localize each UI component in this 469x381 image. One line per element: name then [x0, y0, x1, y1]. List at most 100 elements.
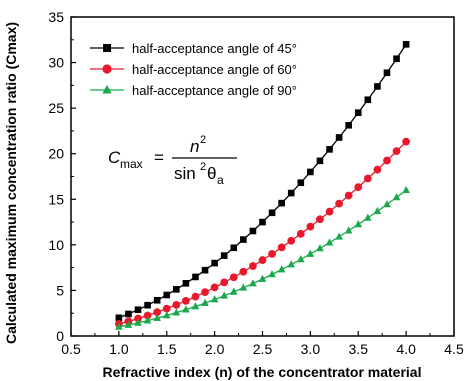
data-point [364, 213, 372, 221]
data-point [220, 252, 228, 259]
formula-numerator: n [190, 137, 199, 156]
data-point [162, 311, 171, 319]
data-point [296, 229, 305, 238]
data-point [220, 278, 229, 287]
data-point [172, 308, 181, 316]
data-point [172, 301, 181, 309]
formula-denominator: sin [174, 164, 196, 183]
data-point [354, 109, 362, 116]
data-point [345, 121, 352, 129]
data-point [220, 291, 228, 299]
data-point [402, 137, 411, 146]
legend-marker [103, 44, 111, 52]
data-point [163, 291, 171, 299]
data-point [210, 283, 219, 292]
data-point [297, 179, 305, 186]
data-point [383, 200, 391, 208]
series-3 [115, 185, 410, 330]
legend-marker [102, 64, 112, 74]
data-point [258, 256, 267, 264]
data-point [393, 55, 400, 63]
data-point [297, 255, 305, 263]
data-point [125, 310, 132, 318]
data-point [115, 314, 123, 322]
data-point [143, 311, 152, 320]
data-point [210, 295, 219, 303]
data-point [182, 280, 190, 287]
y-tick-label: 15 [48, 191, 64, 207]
data-point [134, 314, 142, 323]
data-point [268, 209, 276, 217]
series-line [118, 141, 407, 325]
formula-annotation: C max = n 2 sin 2 θ a [108, 134, 237, 187]
data-point [335, 199, 343, 208]
data-point [316, 244, 324, 252]
y-tick-label: 35 [48, 9, 64, 25]
data-point [354, 183, 363, 192]
y-tick-label: 10 [48, 237, 64, 253]
data-point [326, 146, 333, 153]
data-point [373, 206, 382, 215]
data-point [239, 283, 248, 291]
data-point [153, 296, 161, 304]
y-tick-label: 30 [48, 55, 64, 71]
legend-item: half-acceptance angle of 90° [90, 83, 297, 98]
series-layer [114, 41, 411, 330]
data-point [162, 304, 171, 313]
legend: half-acceptance angle of 45° half-accepta… [90, 41, 297, 98]
data-point [374, 83, 381, 90]
x-tick-label: 2.0 [205, 341, 225, 357]
y-tick-label: 20 [48, 146, 64, 162]
x-axis: 0.5 1.0 1.5 2.0 2.5 3.0 3.5 4.0 4.5 [61, 331, 464, 357]
data-point [344, 191, 353, 200]
series-1 [115, 41, 410, 322]
legend-label: half-acceptance angle of 60° [132, 62, 297, 77]
data-point [144, 301, 151, 309]
data-point [344, 226, 353, 234]
data-point [115, 322, 123, 330]
data-point [277, 243, 286, 252]
data-point [249, 262, 257, 270]
data-point [268, 249, 276, 258]
data-point [134, 318, 142, 326]
data-point [383, 156, 391, 165]
series-2 [114, 137, 411, 328]
y-tick-label: 0 [56, 328, 64, 344]
data-point [173, 286, 180, 293]
data-point [363, 174, 372, 183]
x-tick-label: 3.5 [349, 341, 369, 357]
formula-lhs: C [108, 148, 121, 167]
formula-denominator-theta: θ [207, 164, 216, 183]
data-point [277, 265, 286, 273]
data-point [191, 292, 200, 301]
data-point [306, 249, 315, 257]
data-point [335, 134, 343, 141]
y-tick-label: 25 [48, 100, 64, 116]
y-axis: 0 5 10 15 20 25 30 35 [48, 9, 76, 344]
formula-lhs-sub: max [120, 157, 143, 171]
data-point [258, 274, 267, 282]
data-point [239, 267, 248, 276]
data-point [143, 316, 152, 324]
legend-item: half-acceptance angle of 60° [90, 62, 297, 77]
data-point [134, 306, 142, 314]
data-point [316, 157, 324, 165]
data-point [201, 288, 209, 297]
data-point [278, 199, 285, 207]
data-point [229, 273, 238, 282]
x-tick-label: 1.5 [157, 341, 177, 357]
data-point [335, 232, 343, 240]
data-point [325, 207, 334, 216]
data-point [268, 270, 276, 278]
y-tick-label: 5 [56, 282, 64, 298]
legend-label: half-acceptance angle of 90° [132, 83, 297, 98]
formula-denominator-sub: a [217, 173, 224, 187]
data-point [402, 185, 410, 194]
data-point [325, 238, 334, 246]
y-axis-title: Calculated maximum concentration ratio (… [3, 22, 19, 344]
legend-marker [102, 84, 112, 94]
data-point [192, 273, 199, 281]
data-point [287, 236, 296, 245]
data-point [306, 222, 315, 231]
data-point [402, 41, 410, 48]
